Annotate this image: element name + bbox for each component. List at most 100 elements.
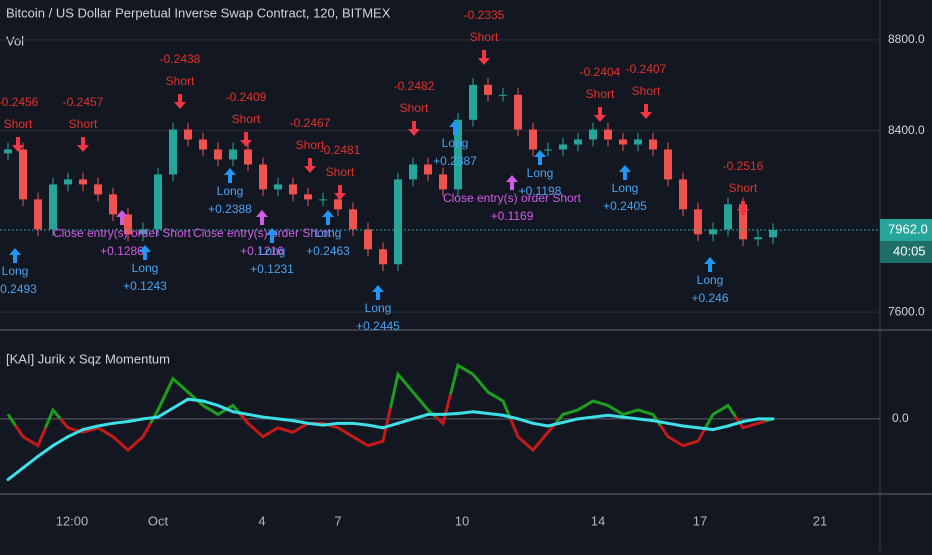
signal-arrow — [9, 248, 21, 263]
momentum-segment — [479, 382, 497, 398]
signal-kind: Long — [527, 166, 554, 180]
jurik-point — [96, 424, 100, 428]
candle-body — [154, 174, 162, 230]
candle-body — [229, 149, 237, 160]
signal-kind: Short — [729, 181, 758, 195]
candle-body — [214, 149, 222, 160]
signal-arrow — [304, 158, 316, 173]
signal-arrow — [506, 175, 518, 190]
candle-body — [769, 230, 777, 238]
signal-arrow — [737, 201, 749, 216]
candle-body — [649, 139, 657, 150]
signal-arrow — [594, 107, 606, 122]
momentum-segment — [285, 426, 302, 434]
y-tick-label: 8800.0 — [888, 32, 925, 46]
countdown-box — [880, 241, 932, 264]
momentum-segment — [509, 418, 527, 445]
chart-title: Bitcoin / US Dollar Perpetual Inverse Sw… — [6, 5, 391, 20]
candle-body — [394, 179, 402, 265]
candle-body — [364, 229, 372, 250]
signal-value: +0.1216 — [240, 244, 284, 258]
signal-arrow — [174, 94, 186, 109]
momentum-segment — [734, 415, 751, 430]
signal-value: +0.1231 — [250, 262, 294, 276]
candle-body — [199, 139, 207, 150]
momentum-segment — [630, 408, 646, 414]
candle-body — [319, 199, 327, 201]
momentum-segment — [29, 427, 47, 448]
candle-body — [349, 209, 357, 230]
jurik-point — [246, 412, 250, 416]
momentum-segment — [554, 410, 571, 425]
jurik-point — [81, 428, 85, 432]
momentum-segment — [570, 404, 587, 414]
jurik-point — [726, 424, 730, 428]
signal-kind: Short — [400, 101, 429, 115]
momentum-segment — [750, 419, 766, 427]
signal-arrow — [449, 120, 461, 135]
candle-body — [439, 174, 447, 190]
jurik-point — [666, 421, 670, 425]
candle-body — [694, 209, 702, 235]
momentum-segment — [344, 430, 362, 443]
candle-body — [409, 164, 417, 180]
jurik-point — [171, 406, 175, 410]
momentum-segment — [209, 408, 227, 417]
signal-kind: Short — [4, 117, 33, 131]
x-tick-label: 17 — [693, 513, 707, 528]
signal-kind: Short — [632, 84, 661, 98]
signal-kind: Short — [296, 138, 325, 152]
x-tick-label: 21 — [813, 513, 827, 528]
signal-arrow — [640, 104, 652, 119]
signal-kind: Long — [2, 264, 29, 278]
candle-body — [4, 149, 12, 154]
jurik-point — [321, 423, 325, 427]
signal-kind: Short — [470, 30, 499, 44]
signal-value: -0.2481 — [320, 143, 361, 157]
momentum-segment — [449, 363, 467, 395]
candle-body — [64, 179, 72, 185]
momentum-segment — [690, 427, 707, 445]
jurik-point — [126, 420, 130, 424]
jurik-point — [111, 421, 115, 425]
y-tick-label: 0.0 — [892, 411, 909, 425]
jurik-point — [546, 424, 550, 428]
signal-value: +0.2405 — [603, 199, 647, 213]
momentum-segment — [614, 408, 631, 417]
candle-body — [124, 214, 132, 235]
jurik-point — [426, 412, 430, 416]
signal-arrow — [408, 121, 420, 136]
jurik-point — [756, 417, 760, 421]
x-tick-label: 10 — [455, 513, 469, 528]
signal-kind: Long — [259, 244, 286, 258]
signal-arrow — [116, 210, 128, 225]
jurik-point — [411, 417, 415, 421]
jurik-point — [441, 412, 445, 416]
jurik-point — [6, 478, 10, 482]
momentum-segment — [269, 426, 286, 434]
jurik-point — [591, 415, 595, 419]
momentum-segment — [494, 395, 512, 420]
x-tick-label: 14 — [591, 513, 605, 528]
candle-body — [664, 149, 672, 180]
signal-arrow — [139, 245, 151, 260]
candle-body — [709, 229, 717, 235]
jurik-point — [636, 417, 640, 421]
candle-body — [574, 139, 582, 145]
indicator-title: [KAI] Jurik x Sqz Momentum — [6, 351, 170, 366]
candle-body — [619, 139, 627, 145]
candle-body — [274, 184, 282, 190]
candle-body — [679, 179, 687, 210]
jurik-point — [621, 415, 625, 419]
signal-value: +0.2493 — [0, 282, 37, 296]
momentum-segment — [659, 424, 677, 443]
jurik-point — [231, 410, 235, 414]
momentum-segment — [14, 424, 32, 443]
jurik-point — [516, 417, 520, 421]
candle-body — [424, 164, 432, 175]
jurik-point — [336, 421, 340, 425]
momentum-segment — [164, 376, 182, 395]
signal-value: -0.2457 — [63, 95, 104, 109]
candle-body — [334, 199, 342, 210]
signal-value: -0.2456 — [0, 95, 39, 109]
